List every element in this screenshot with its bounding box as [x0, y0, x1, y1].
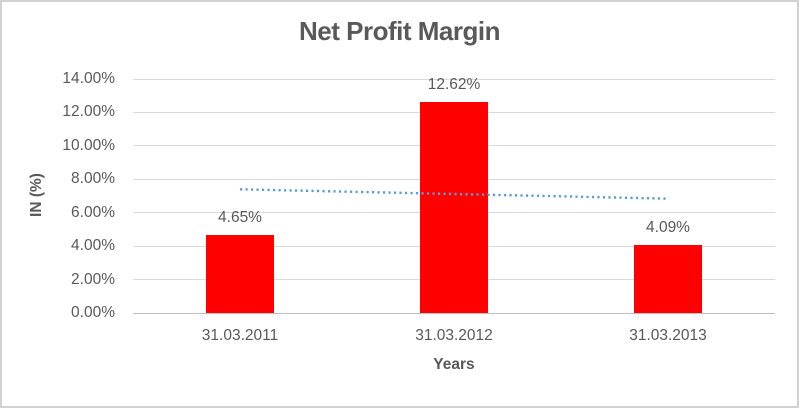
gridline [133, 78, 775, 80]
y-tick-label: 2.00% [71, 270, 115, 288]
bar [206, 235, 274, 313]
bar [420, 102, 488, 313]
y-tick-label: 8.00% [71, 170, 115, 188]
bar-value-label: 4.65% [218, 209, 262, 227]
y-tick-label: 14.00% [62, 70, 115, 87]
y-tick-label: 0.00% [71, 304, 115, 321]
bar [634, 244, 702, 313]
bar-value-label: 12.62% [427, 76, 481, 94]
bar-value-label: 4.09% [646, 218, 690, 236]
y-tick-label: 4.00% [71, 237, 115, 255]
trendline-layer [239, 188, 669, 200]
y-tick-label: 6.00% [71, 203, 115, 221]
y-tick-label: 10.00% [62, 136, 115, 154]
x-axis-title: Years [433, 356, 475, 373]
y-tick-label: 12.00% [62, 103, 115, 121]
chart-title: Net Profit Margin [299, 16, 500, 46]
x-tick-label: 31.03.2013 [629, 327, 707, 344]
x-tick-label: 31.03.2011 [201, 327, 279, 344]
x-tick-label: 31.03.2012 [415, 327, 493, 344]
x-axis-line [133, 312, 775, 314]
trendline [239, 188, 669, 200]
plot-area: 4.65% 12.62% 4.09% [133, 76, 775, 314]
